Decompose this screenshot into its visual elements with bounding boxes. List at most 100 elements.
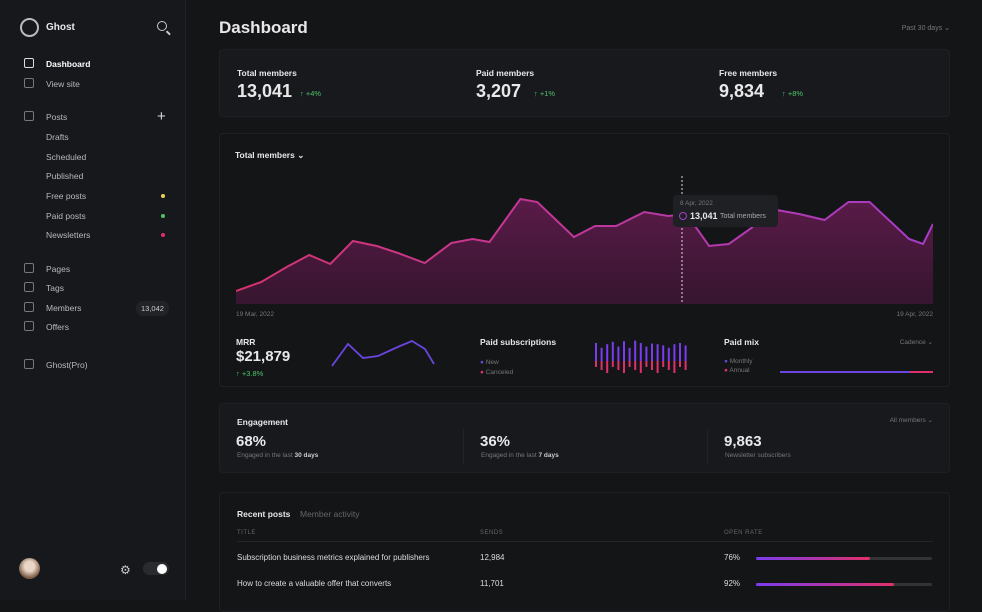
post-sends: 11,701 — [480, 579, 504, 588]
label: Free posts — [46, 191, 87, 201]
divider — [463, 429, 464, 464]
chart-line — [236, 197, 933, 292]
sidebar-item-drafts[interactable]: Drafts — [0, 128, 186, 146]
newsletter-subscribers-value: 9,863 — [724, 433, 762, 450]
tooltip-label: Total members — [720, 213, 766, 220]
chart-title-dropdown[interactable]: Total members ⌄ — [235, 150, 305, 160]
label: Pages — [46, 264, 71, 274]
sidebar-item-published[interactable]: Published — [0, 167, 186, 185]
bar-new — [634, 340, 637, 361]
legend-monthly: ● Monthly — [724, 358, 753, 365]
ghost-logo — [20, 18, 39, 37]
page-icon — [24, 263, 34, 273]
engaged-30-caption: Engaged in the last 30 days — [237, 452, 318, 459]
status-dot — [161, 214, 165, 218]
sidebar-item-members[interactable]: Members 13,042 — [0, 299, 186, 317]
label: Newsletters — [46, 230, 91, 240]
edit-icon — [24, 111, 34, 121]
bar-canceled — [673, 361, 676, 373]
sidebar-item-scheduled[interactable]: Scheduled — [0, 148, 186, 166]
bar-new — [617, 346, 620, 361]
label: Members — [46, 303, 82, 313]
date-range-select[interactable]: Past 30 days ⌄ — [901, 25, 950, 32]
bar-canceled — [656, 361, 659, 373]
sidebar-item-tags[interactable]: Tags — [0, 279, 186, 297]
sidebar-item-posts[interactable]: Posts + — [0, 108, 186, 126]
sidebar-item-newsletters[interactable]: Newsletters — [0, 226, 186, 244]
bar-canceled — [639, 361, 642, 373]
sidebar-item-paid-posts[interactable]: Paid posts — [0, 207, 186, 225]
cadence-dropdown[interactable]: Cadence ⌄ — [899, 339, 933, 346]
bar-canceled — [634, 361, 637, 370]
post-sends: 12,984 — [480, 553, 505, 562]
divider — [707, 429, 708, 464]
caption-bold: 30 days — [294, 452, 319, 459]
bar-canceled — [611, 361, 614, 367]
bar-new — [673, 344, 676, 361]
stat-delta: ↑ +4% — [300, 89, 322, 98]
status-dot — [161, 194, 165, 198]
paid-subs-bars — [595, 340, 687, 373]
card-icon — [24, 359, 34, 369]
bar-new — [662, 345, 665, 361]
column-header-open-rate: OPEN RATE — [724, 530, 763, 536]
label: Ghost(Pro) — [46, 360, 88, 370]
engagement-card: Engagement All members ⌄ 68% Engaged in … — [219, 403, 950, 473]
legend-label: Annual — [729, 367, 750, 374]
stat-label: Total members — [237, 68, 297, 78]
search-icon[interactable] — [157, 21, 167, 31]
sidebar-item-pages[interactable]: Pages — [0, 260, 186, 278]
chart-tooltip: 8 Apr, 2022 13,041 Total members — [673, 195, 778, 227]
sidebar-item-offers[interactable]: Offers — [0, 318, 186, 336]
open-rate-bar — [756, 583, 932, 586]
label: Published — [46, 171, 84, 181]
members-chart[interactable] — [236, 174, 933, 304]
bar-new — [679, 343, 681, 361]
avatar[interactable] — [19, 558, 40, 579]
legend-label: Monthly — [729, 358, 753, 365]
stat-value: 3,207 — [476, 81, 522, 101]
gear-icon[interactable]: ⚙ — [120, 563, 131, 577]
bar-new — [651, 343, 653, 361]
legend-label: New — [485, 359, 499, 366]
engagement-title: Engagement — [237, 417, 289, 427]
bar-canceled — [617, 361, 620, 370]
series-marker-icon — [679, 212, 687, 220]
bar-canceled — [606, 361, 609, 373]
label: Scheduled — [46, 152, 87, 162]
stat-label: Paid members — [476, 68, 535, 78]
mrr-sparkline — [331, 339, 435, 367]
post-title[interactable]: How to create a valuable offer that conv… — [237, 579, 392, 588]
mrr-label: MRR — [236, 337, 256, 347]
paid-subs-label: Paid subscriptions — [480, 337, 557, 347]
caption-text: Engaged in the last — [481, 452, 539, 459]
sidebar-item-dashboard[interactable]: Dashboard — [0, 55, 186, 73]
plus-icon[interactable]: + — [157, 108, 166, 125]
sidebar-item-free-posts[interactable]: Free posts — [0, 187, 186, 205]
tab-recent-posts[interactable]: Recent posts — [237, 509, 291, 519]
bar-new — [684, 345, 687, 361]
tooltip-value: 13,041 — [690, 211, 718, 221]
label: View site — [46, 79, 80, 89]
bar-new — [656, 344, 659, 361]
mrr-delta: ↑ +3.8% — [236, 369, 264, 378]
sidebar-item-view-site[interactable]: View site — [0, 75, 186, 93]
legend-new: ● New — [480, 359, 499, 366]
audience-dropdown[interactable]: All members ⌄ — [889, 417, 933, 424]
post-title[interactable]: Subscription business metrics explained … — [237, 553, 430, 562]
label: Tags — [46, 283, 64, 293]
status-dot — [161, 233, 165, 237]
legend-label: Canceled — [485, 369, 514, 376]
dark-mode-toggle[interactable] — [143, 562, 169, 575]
bar-canceled — [628, 361, 631, 367]
layout-icon — [24, 78, 34, 88]
sidebar-item-ghost-pro[interactable]: Ghost(Pro) — [0, 356, 186, 374]
posts-card: Recent posts Member activity TITLE SENDS… — [219, 492, 950, 612]
stat-label: Free members — [719, 68, 778, 78]
tab-member-activity[interactable]: Member activity — [300, 509, 360, 519]
stat-delta: ↑ +1% — [534, 89, 556, 98]
legend-annual: ● Annual — [724, 367, 750, 374]
x-axis-end: 19 Apr, 2022 — [896, 311, 933, 318]
tooltip-date: 8 Apr, 2022 — [680, 200, 713, 207]
engaged-7-value: 36% — [480, 433, 511, 450]
